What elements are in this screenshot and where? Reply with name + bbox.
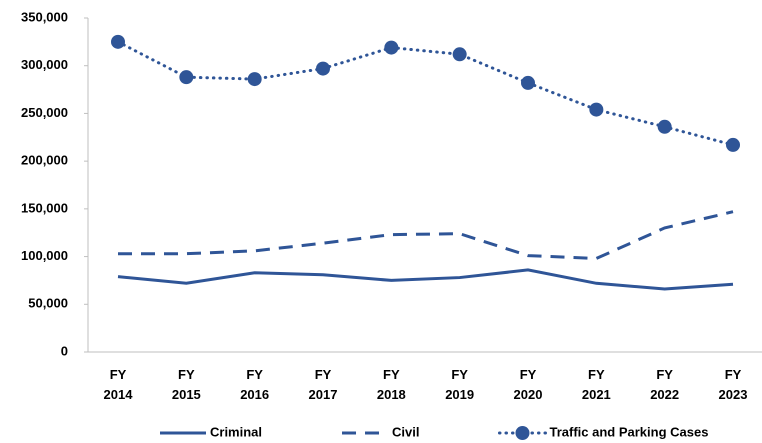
y-tick-label: 300,000 [21,57,68,72]
point-marker [589,102,604,117]
series-line [117,268,734,291]
series-line [116,40,735,147]
y-tick-label: 250,000 [21,105,68,120]
y-tick-label: 350,000 [21,9,68,24]
y-tick-label: 100,000 [21,248,68,263]
legend-label: Criminal [210,424,262,439]
x-tick-label: FY 2015 [172,367,201,402]
x-tick-label: FY 2019 [445,367,474,402]
x-tick-label: FY 2014 [104,367,134,402]
x-tick-label: FY 2016 [240,367,269,402]
point-marker [111,34,125,49]
y-tick-label: 200,000 [21,153,68,168]
point-marker [247,72,262,87]
point-marker [384,40,399,55]
y-tick-label: 0 [61,343,68,358]
y-tick-label: 50,000 [28,296,68,311]
point-marker [316,61,330,76]
point-marker [726,137,740,152]
legend-item: Criminal [160,424,262,439]
point-marker [521,75,535,90]
point-marker [452,47,467,62]
legend-label: Civil [392,424,419,439]
x-tick-label: FY 2022 [650,367,679,402]
legend-item: Traffic and Parking Cases [497,424,708,440]
x-tick-label: FY 2018 [377,367,406,402]
point-marker [657,119,672,134]
point-marker [179,70,194,85]
x-tick-label: FY 2023 [719,367,748,402]
legend-marker [515,426,530,440]
x-tick-label: FY 2020 [514,367,543,402]
y-tick-label: 150,000 [21,200,68,215]
legend-item: Civil [342,424,419,439]
x-tick-label: FY 2021 [582,367,611,402]
legend-label: Traffic and Parking Cases [549,424,708,439]
series-line [118,210,734,260]
x-tick-label: FY 2017 [309,367,338,402]
